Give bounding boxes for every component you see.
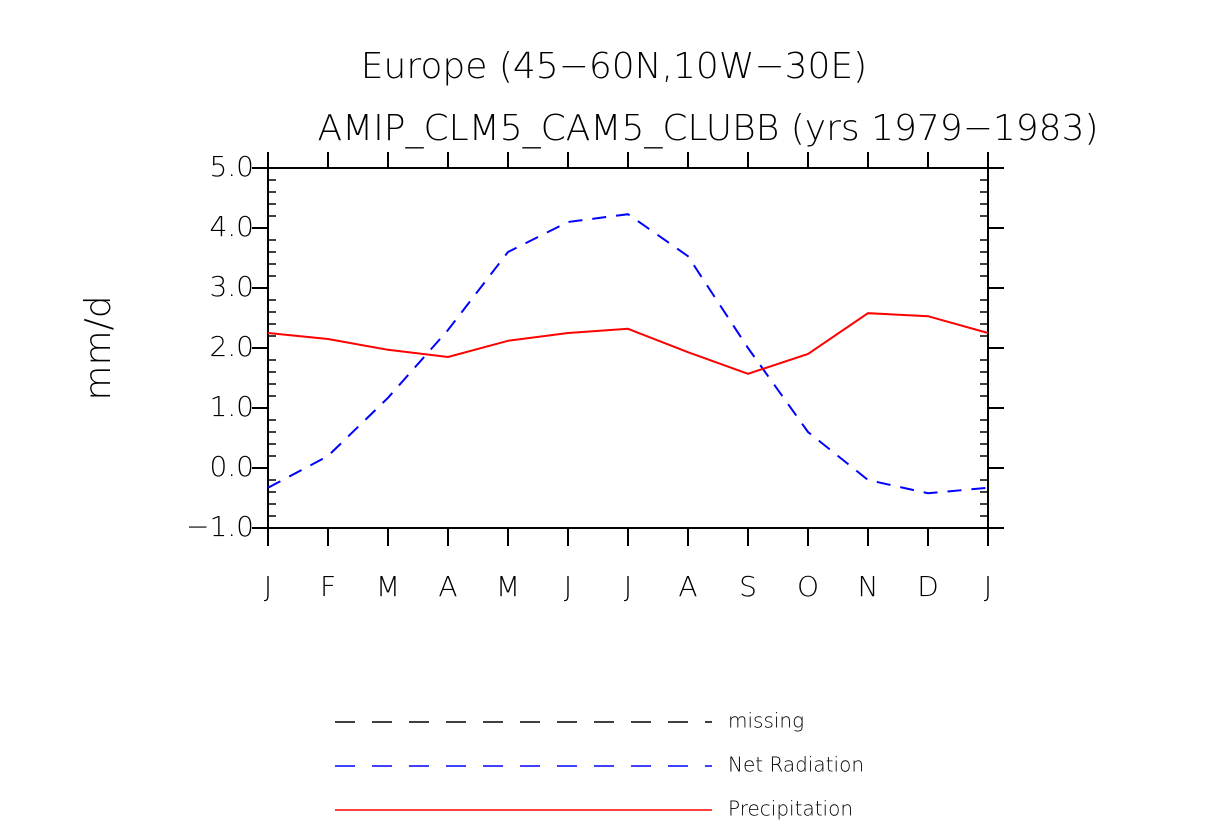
legend-label: missing [728, 709, 804, 733]
x-tick-label: M [496, 570, 520, 603]
y-tick-label: 4.0 [209, 210, 254, 243]
x-tick-label: A [438, 570, 457, 603]
x-tick-label: O [797, 570, 819, 603]
chart-title: Europe (45−60N,10W−30E) [361, 46, 867, 87]
legend-label: Precipitation [728, 797, 853, 821]
y-tick-label: 2.0 [209, 330, 254, 363]
x-tick-label: F [320, 570, 336, 603]
series-line [267, 213, 989, 495]
y-tick-label: 5.0 [209, 150, 254, 183]
x-tick-label: J [264, 570, 272, 603]
x-tick-label: N [858, 570, 879, 603]
y-tick-label: 1.0 [209, 390, 254, 423]
x-tick-label: A [678, 570, 697, 603]
legend-label: Net Radiation [728, 753, 864, 777]
x-tick-label: S [739, 570, 757, 603]
x-tick-label: J [564, 570, 572, 603]
y-axis-label: mm/d [78, 295, 119, 400]
y-tick-label: 3.0 [209, 270, 254, 303]
series-line [267, 312, 989, 375]
chart-subtitle: AMIP_CLM5_CAM5_CLUBB (yrs 1979−1983) [317, 108, 1098, 149]
y-tick-label: −1.0 [186, 510, 254, 543]
x-tick-label: J [984, 570, 992, 603]
x-tick-label: D [917, 570, 939, 603]
y-tick-label: 0.0 [209, 450, 254, 483]
x-tick-label: J [624, 570, 632, 603]
x-tick-label: M [376, 570, 400, 603]
